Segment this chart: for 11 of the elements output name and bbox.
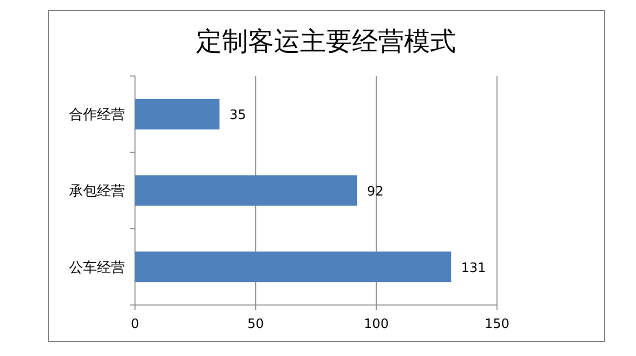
y-tick-label: 合作经营 — [69, 107, 125, 124]
chart-title: 定制客运主要经营模式 — [196, 27, 456, 57]
x-tick-label: 150 — [484, 317, 510, 332]
y-tick-label: 承包经营 — [69, 184, 125, 200]
x-tick-label: 50 — [247, 317, 264, 332]
x-tick-label: 0 — [130, 317, 140, 332]
data-label: 35 — [229, 108, 246, 124]
y-tick-label: 公车经营 — [69, 260, 125, 276]
data-label: 92 — [367, 184, 384, 200]
data-label: 131 — [461, 260, 486, 276]
x-tick-label: 100 — [364, 317, 389, 332]
